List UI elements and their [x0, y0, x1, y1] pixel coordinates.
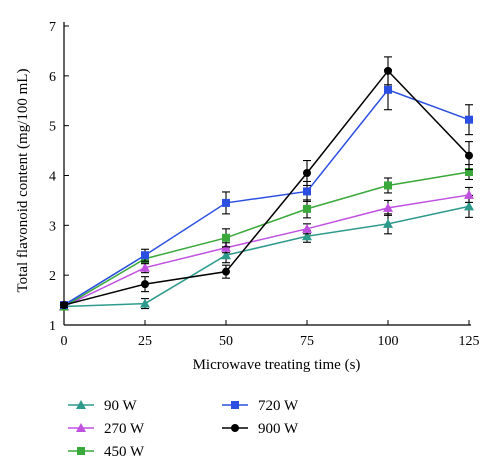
series-90w [59, 194, 474, 311]
data-point [464, 201, 474, 211]
legend-item: 90 W [68, 398, 137, 414]
data-point [140, 262, 150, 272]
y-tick-label: 2 [49, 269, 56, 284]
x-tick-label: 0 [61, 334, 68, 349]
y-tick-label: 7 [49, 20, 56, 35]
data-point [222, 233, 230, 242]
legend-label: 900 W [258, 421, 299, 437]
series-line [63, 194, 470, 308]
legend-marker [76, 423, 86, 432]
data-point [383, 218, 393, 228]
legend-marker [231, 401, 239, 409]
series-900w [60, 56, 473, 310]
y-axis-title: Total flavonoid content (mg/100 mL) [15, 69, 31, 293]
y-tick-label: 6 [49, 70, 56, 85]
legend-item: 720 W [222, 398, 299, 414]
legend: 90 W 270 W 450 W 720 W 900 W [68, 398, 299, 460]
legend-label: 270 W [104, 421, 145, 437]
legend-label: 450 W [104, 444, 145, 460]
legend-item: 270 W [68, 421, 145, 437]
legend-item: 900 W [222, 421, 299, 437]
data-point [464, 189, 474, 199]
data-point [221, 250, 231, 260]
data-point [141, 280, 149, 289]
series-270w [59, 186, 474, 311]
legend-marker [77, 447, 85, 455]
data-point [140, 298, 150, 308]
legend-marker [76, 400, 86, 409]
x-tick-label: 100 [378, 334, 399, 349]
legend-label: 720 W [258, 398, 299, 414]
legend-label: 90 W [104, 398, 137, 414]
x-tick-label: 25 [138, 334, 152, 349]
data-point [141, 251, 149, 260]
plot-area [59, 56, 474, 311]
data-point [303, 169, 311, 178]
series-line [63, 205, 470, 308]
y-tick-label: 3 [49, 219, 56, 234]
data-point [383, 202, 393, 212]
data-point [465, 151, 473, 160]
series-line [63, 88, 470, 306]
y-tick-label: 1 [49, 319, 56, 334]
x-tick-label: 50 [219, 334, 233, 349]
x-tick-label: 75 [300, 334, 314, 349]
data-point [60, 301, 68, 310]
data-point [303, 187, 311, 196]
data-point [384, 85, 392, 94]
legend-item: 450 W [68, 444, 145, 460]
data-point [303, 204, 311, 213]
y-tick-label: 5 [49, 120, 56, 135]
data-point [302, 223, 312, 233]
data-point [465, 168, 473, 177]
y-tick-label: 4 [49, 170, 56, 185]
data-point [302, 231, 312, 241]
data-point [465, 115, 473, 124]
series-line [63, 69, 470, 306]
x-tick-label: 125 [459, 334, 480, 349]
x-axis-title: Microwave treating time (s) [193, 357, 361, 373]
legend-marker [231, 424, 239, 432]
series-line [63, 171, 470, 308]
data-point [222, 267, 230, 276]
data-point [384, 181, 392, 190]
data-point [222, 198, 230, 207]
axes: 1 2 3 4 5 6 7 0 25 50 75 100 125 [49, 20, 480, 349]
data-point [384, 66, 392, 75]
